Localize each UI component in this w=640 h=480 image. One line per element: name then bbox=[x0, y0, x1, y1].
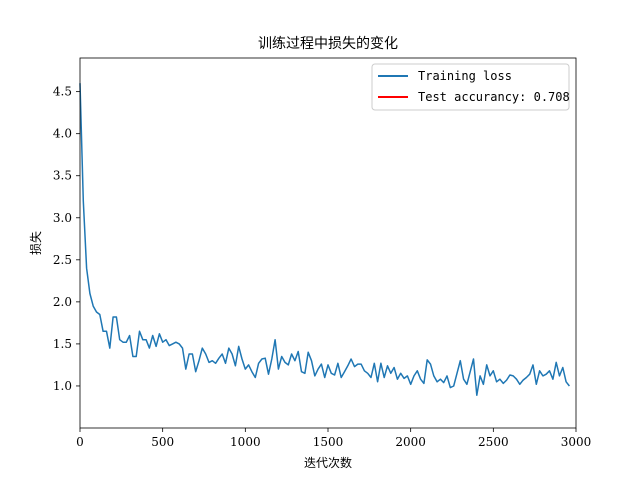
legend: Training loss Test accurancy: 0.708 bbox=[371, 63, 570, 111]
y-tick-label: 4.0 bbox=[53, 127, 72, 141]
y-tick-label: 1.0 bbox=[53, 379, 72, 393]
y-axis-label: 损失 bbox=[28, 231, 43, 255]
x-tick-label: 2000 bbox=[395, 435, 426, 449]
y-tick-label: 2.5 bbox=[53, 253, 72, 267]
y-tick-label: 3.5 bbox=[53, 169, 72, 183]
x-tick-label: 500 bbox=[151, 435, 174, 449]
y-axis-ticks: 1.0 1.5 2.0 2.5 3.0 3.5 4.0 4.5 bbox=[53, 85, 80, 393]
y-tick-label: 4.5 bbox=[53, 85, 72, 99]
legend-label-test-accuracy: Test accurancy: 0.708 bbox=[418, 90, 570, 104]
legend-box bbox=[371, 63, 570, 111]
chart-title: 训练过程中损失的变化 bbox=[258, 36, 398, 52]
x-axis-ticks: 0 500 1000 1500 2000 2500 3000 bbox=[76, 428, 591, 449]
x-tick-label: 2500 bbox=[478, 435, 509, 449]
x-axis-label: 迭代次数 bbox=[304, 455, 352, 470]
y-tick-label: 1.5 bbox=[53, 337, 72, 351]
series-training-loss-line bbox=[79, 83, 570, 396]
x-tick-label: 1500 bbox=[313, 435, 344, 449]
x-tick-label: 0 bbox=[76, 435, 84, 449]
x-tick-label: 1000 bbox=[230, 435, 261, 449]
y-tick-label: 3.0 bbox=[53, 211, 72, 225]
y-tick-label: 2.0 bbox=[53, 295, 72, 309]
x-tick-label: 3000 bbox=[561, 435, 592, 449]
legend-label-training-loss: Training loss bbox=[418, 69, 512, 83]
